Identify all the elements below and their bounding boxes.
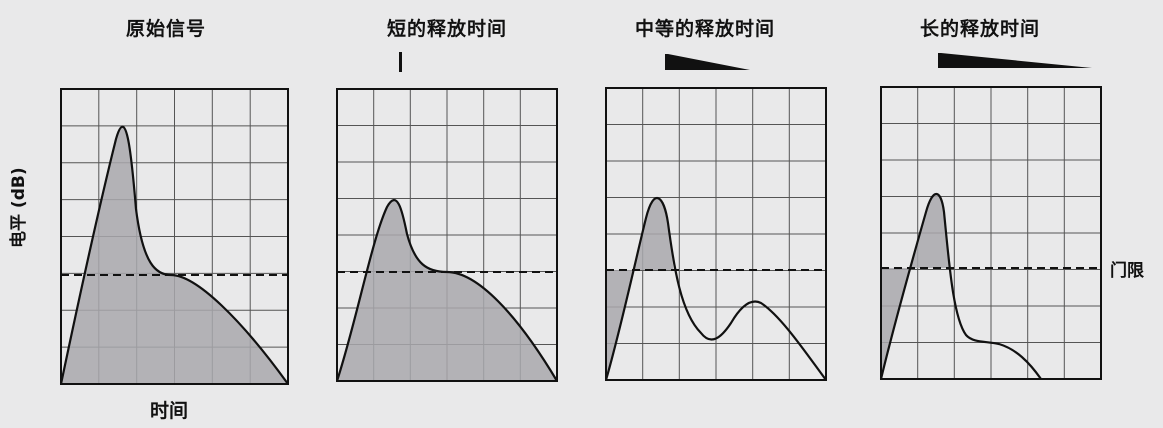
panel-4-grid <box>881 87 1101 379</box>
long-release-wedge <box>938 53 1092 68</box>
panel-3-signal-fill <box>606 198 674 380</box>
panel-4-chart <box>879 86 1102 380</box>
panel-4-signal-curve <box>879 192 1042 380</box>
panel-3-grid <box>606 88 826 380</box>
panel-2-title: 短的释放时间 <box>387 18 508 40</box>
panel-1-signal-curve <box>59 125 289 385</box>
medium-release-wedge <box>665 54 750 70</box>
panel-2-signal-fill <box>337 200 557 381</box>
panel-4-title: 长的释放时间 <box>920 18 1041 40</box>
panel-2-chart <box>335 88 558 382</box>
panel-3-title: 中等的释放时间 <box>635 18 776 40</box>
panel-4-signal-fill <box>881 193 951 379</box>
panel-3-chart <box>604 87 827 381</box>
panel-1-signal-fill <box>61 126 288 384</box>
x-axis-label: 时间 <box>150 400 189 422</box>
short-release-bar <box>399 52 402 72</box>
panel-1-title: 原始信号 <box>126 18 207 40</box>
threshold-label: 门限 <box>1110 261 1144 281</box>
panel-1-chart <box>59 88 289 385</box>
panel-3-signal-curve <box>604 196 827 381</box>
